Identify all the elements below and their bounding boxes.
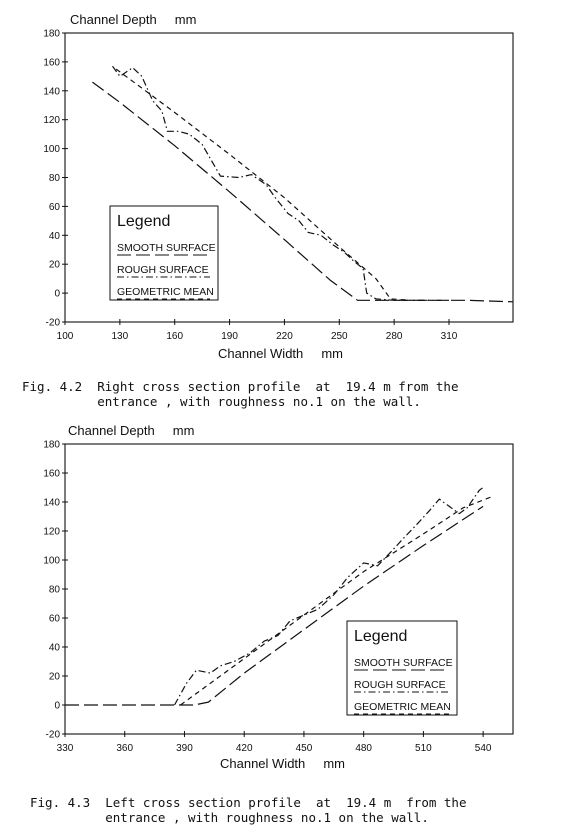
y-axis-label: Channel Depth mm [68, 423, 194, 438]
legend: Legend SMOOTH SURFACE ROUGH SURFACE GEOMETR… [109, 205, 219, 301]
y-tick-label: 100 [43, 144, 60, 155]
y-tick-label: 20 [49, 260, 61, 271]
y-tick-label: 40 [49, 643, 61, 654]
series-line-rough-surface [112, 65, 431, 301]
x-tick-label: 510 [415, 743, 432, 754]
legend-title: Legend [354, 628, 407, 645]
chart-0: -20 0 20 40 60 80 100 120 140 160 180 100 130 160 190 2… [43, 12, 514, 361]
x-tick-label: 330 [57, 743, 74, 754]
y-tick-label: 140 [43, 86, 60, 97]
legend: Legend SMOOTH SURFACE ROUGH SURFACE GEOMETR… [346, 620, 458, 716]
series-line-geometric-mean [115, 68, 449, 301]
series-line-rough-surface [173, 487, 484, 706]
y-tick-label: 120 [43, 115, 60, 126]
legend-title: Legend [117, 213, 170, 230]
y-tick-label: 40 [49, 231, 61, 242]
y-tick-label: 100 [43, 556, 60, 567]
figure-caption-4-3: Fig. 4.3 Left cross section profile at 1… [30, 795, 467, 825]
legend-box [109, 205, 219, 301]
legend-box [346, 620, 458, 716]
x-tick-label: 540 [475, 743, 492, 754]
legend-item-label: GEOMETRIC MEAN [354, 701, 451, 713]
y-tick-label: 80 [49, 585, 61, 596]
x-tick-label: 310 [441, 331, 458, 342]
x-tick-label: 100 [57, 331, 74, 342]
x-tick-label: 280 [386, 331, 403, 342]
y-tick-label: 120 [43, 527, 60, 538]
legend-item-label: ROUGH SURFACE [354, 679, 446, 691]
series-line-geometric-mean [180, 495, 494, 706]
x-tick-label: 190 [221, 331, 238, 342]
y-tick-label: 180 [43, 29, 60, 40]
x-tick-label: 420 [236, 743, 253, 754]
y-tick-label: 160 [43, 57, 60, 68]
y-tick-label: 60 [49, 614, 61, 625]
y-axis-label: Channel Depth mm [70, 12, 196, 27]
x-tick-label: 220 [276, 331, 293, 342]
x-tick-label: 250 [331, 331, 348, 342]
x-axis-label: Channel Width mm [220, 756, 345, 771]
y-tick-label: 180 [43, 440, 60, 451]
legend-item-label: SMOOTH SURFACE [117, 242, 216, 254]
x-axis-label: Channel Width mm [218, 346, 343, 361]
y-tick-label: -20 [46, 730, 61, 741]
x-tick-label: 480 [355, 743, 372, 754]
chart-1: -20 0 20 40 60 80 100 120 140 160 180 330 360 390 420 4… [43, 423, 514, 771]
x-tick-label: 390 [176, 743, 193, 754]
x-tick-label: 160 [166, 331, 183, 342]
series-line-smooth-surface [65, 505, 484, 706]
legend-item-label: SMOOTH SURFACE [354, 657, 453, 669]
y-tick-label: 20 [49, 672, 61, 683]
legend-item-label: GEOMETRIC MEAN [117, 286, 214, 298]
y-tick-label: 140 [43, 498, 60, 509]
y-tick-label: -20 [46, 318, 61, 329]
y-tick-label: 80 [49, 173, 61, 184]
figure-caption-4-2: Fig. 4.2 Right cross section profile at … [22, 379, 459, 409]
y-tick-label: 160 [43, 469, 60, 480]
x-tick-label: 130 [112, 331, 129, 342]
legend-item-label: ROUGH SURFACE [117, 264, 209, 276]
y-tick-label: 60 [49, 202, 61, 213]
x-tick-label: 360 [116, 743, 133, 754]
y-tick-label: 0 [54, 701, 60, 712]
x-tick-label: 450 [296, 743, 313, 754]
y-tick-label: 0 [54, 289, 60, 300]
